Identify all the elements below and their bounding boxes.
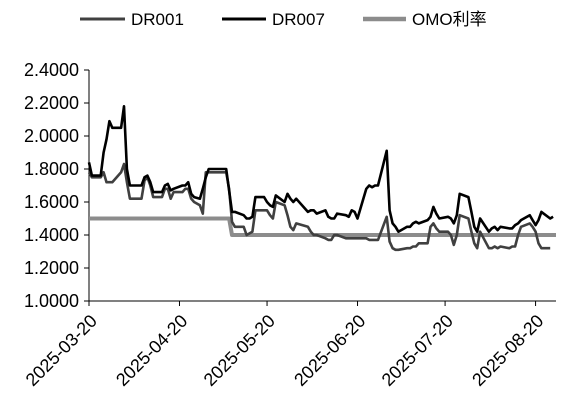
series-group (87, 105, 556, 252)
series-line-dr007 (87, 105, 554, 233)
y-axis: 1.0000 1.2000 1.4000 1.6000 1.8000 2.0000 2.20… (24, 60, 90, 311)
series-line-dr001 (87, 162, 551, 252)
y-tick-label: 1.4000 (24, 225, 79, 245)
x-tick-label: 2025-06-20 (290, 311, 369, 390)
x-tick-label: 2025-04-20 (112, 311, 191, 390)
y-tick-label: 1.0000 (24, 291, 79, 311)
x-axis: 2025-03-20 2025-04-20 2025-05-20 2025-06-20… (22, 300, 556, 390)
y-tick-label: 1.6000 (24, 192, 79, 212)
y-tick-label: 1.2000 (24, 258, 79, 278)
x-tick-label: 2025-08-20 (468, 311, 547, 390)
legend-item-omo: OMO利率 (363, 10, 487, 29)
x-tick-label: 2025-05-20 (200, 311, 279, 390)
x-tick-label: 2025-03-20 (22, 311, 101, 390)
y-tick-label: 2.4000 (24, 60, 79, 80)
legend-label: OMO利率 (412, 10, 487, 29)
legend-label: DR001 (131, 10, 184, 29)
x-tick-label: 2025-07-20 (378, 311, 457, 390)
y-tick-label: 2.0000 (24, 126, 79, 146)
y-tick-label: 2.2000 (24, 93, 79, 113)
series-line-omo (89, 216, 556, 237)
y-tick-label: 1.8000 (24, 159, 79, 179)
legend-item-dr001: DR001 (80, 10, 184, 29)
legend-label: DR007 (272, 10, 325, 29)
legend-item-dr007: DR007 (222, 10, 325, 29)
legend: DR001 DR007 OMO利率 (80, 10, 487, 29)
